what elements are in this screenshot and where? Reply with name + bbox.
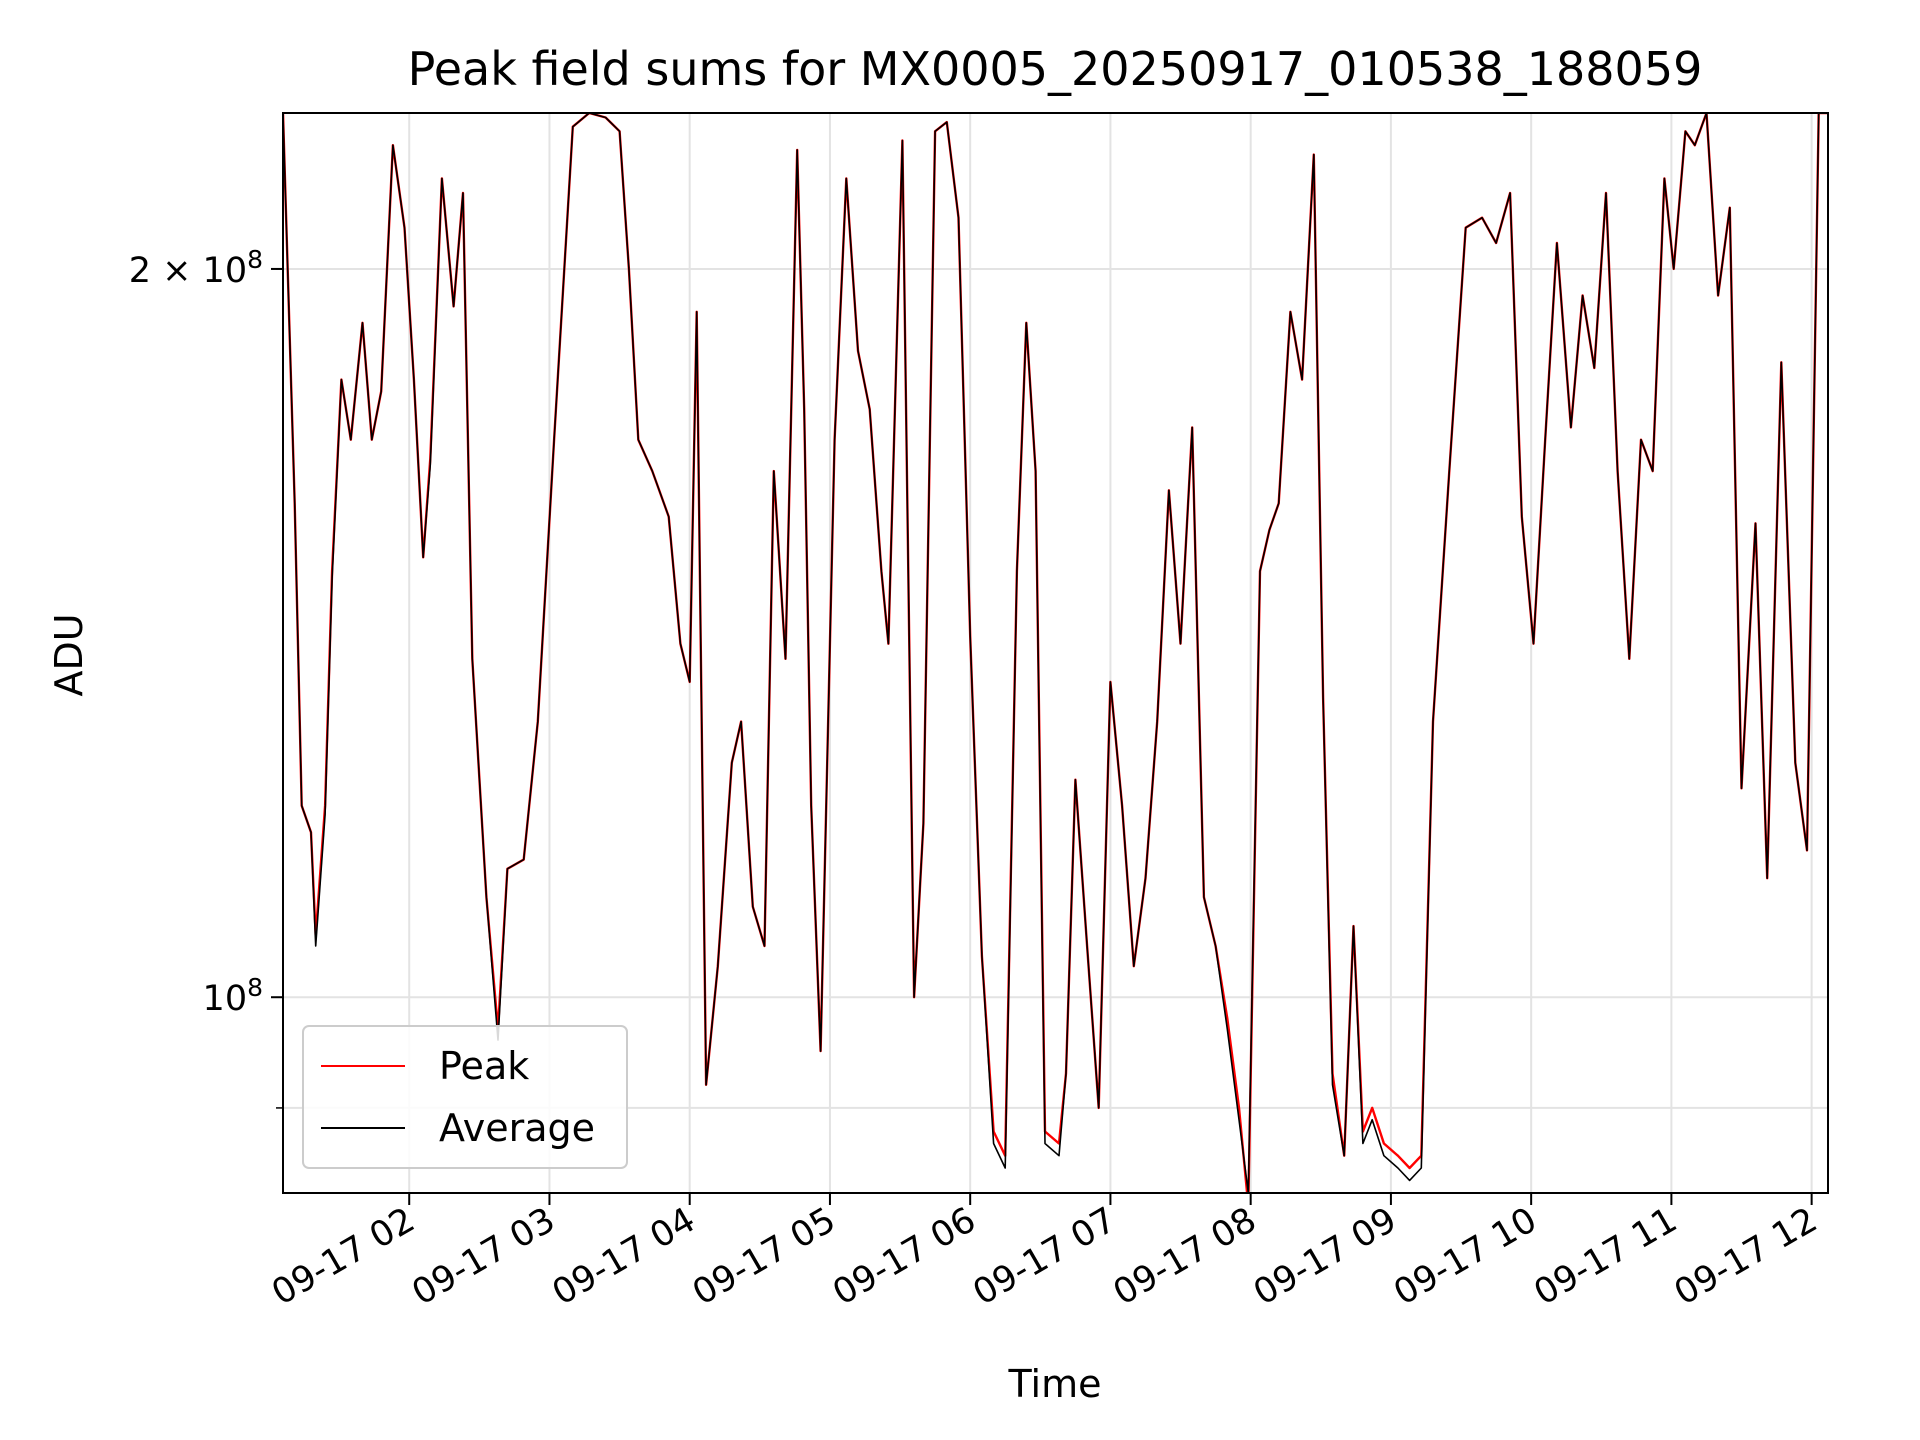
x-tick-label: 09-17 09 xyxy=(1247,1200,1403,1313)
x-tick-label: 09-17 08 xyxy=(1107,1200,1263,1313)
series-line-average xyxy=(283,113,1828,1193)
y-axis-label: ADU xyxy=(47,613,91,696)
y-tick-label: 2 × 108 xyxy=(129,245,263,291)
x-tick-label: 09-17 05 xyxy=(686,1200,842,1313)
y-tick-label: 108 xyxy=(203,973,263,1019)
chart-title: Peak field sums for MX0005_20250917_0105… xyxy=(408,42,1703,96)
x-axis-label: Time xyxy=(1008,1362,1102,1406)
plot-area xyxy=(283,113,1828,1193)
x-tick-label: 09-17 06 xyxy=(826,1200,982,1313)
series-group xyxy=(283,113,1828,1193)
legend-box xyxy=(302,1025,628,1169)
x-tick-label: 09-17 10 xyxy=(1387,1200,1543,1313)
plot-frame xyxy=(282,112,1829,1194)
legend-label-peak: Peak xyxy=(439,1044,529,1088)
x-tick-label: 09-17 02 xyxy=(265,1200,421,1313)
x-tick-label: 09-17 04 xyxy=(546,1200,702,1313)
x-tick-label: 09-17 11 xyxy=(1528,1200,1684,1313)
x-tick-label: 09-17 12 xyxy=(1668,1200,1824,1313)
x-tick-label: 09-17 07 xyxy=(967,1200,1123,1313)
x-tick-label: 09-17 03 xyxy=(406,1200,562,1313)
legend: Peak Average xyxy=(302,1025,628,1169)
legend-label-average: Average xyxy=(439,1106,595,1150)
